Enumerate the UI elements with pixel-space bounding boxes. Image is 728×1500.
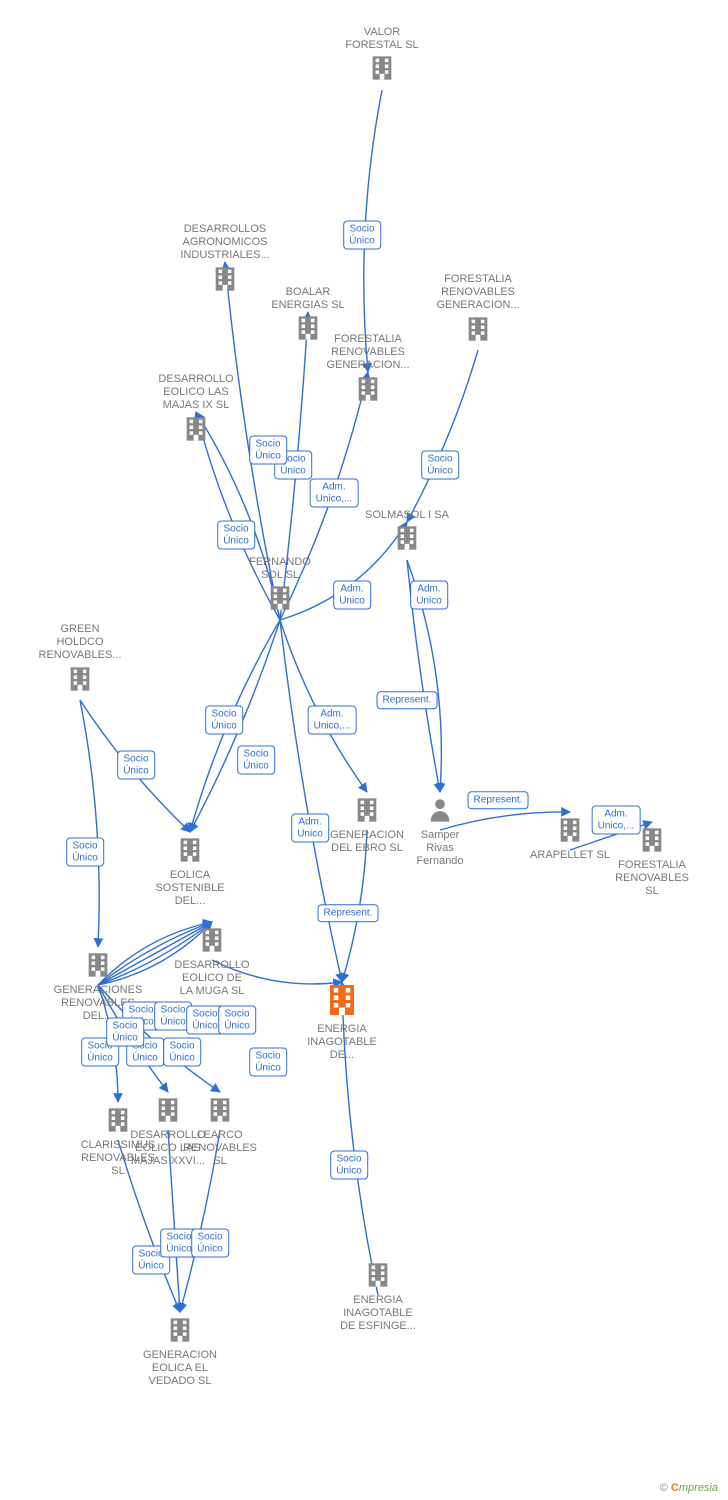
edge: [407, 350, 478, 522]
edge-label: SocioÚnico: [330, 1151, 368, 1180]
edge: [212, 960, 342, 984]
edge: [280, 620, 342, 982]
edge-label: Adm.Unico: [410, 581, 448, 610]
edge: [440, 812, 570, 830]
edge-label: SocioÚnico: [249, 436, 287, 465]
edge: [80, 700, 99, 947]
edge-label: SocioÚnico: [205, 706, 243, 735]
edge-label: SocioÚnico: [191, 1229, 229, 1258]
edge-label: Adm.Unico,...: [592, 806, 641, 835]
edge-label: SocioÚnico: [218, 1006, 256, 1035]
edge-label: Adm.Unico: [291, 814, 329, 843]
edge-label: Represent.: [468, 791, 529, 809]
edge: [168, 1130, 180, 1312]
copyright: © Cmpresia: [660, 1482, 718, 1494]
edge-label: SocioÚnico: [117, 751, 155, 780]
edge-label: SocioÚnico: [237, 746, 275, 775]
edge-label: SocioÚnico: [421, 451, 459, 480]
edge-label: SocioÚnico: [163, 1038, 201, 1067]
edge-label: Adm.Unico: [333, 581, 371, 610]
edge: [98, 922, 212, 985]
edge-label: Adm.Unico,...: [310, 479, 359, 508]
edge-label: Represent.: [377, 691, 438, 709]
edge: [342, 982, 378, 1295]
edge-label: SocioÚnico: [217, 521, 255, 550]
edge-label: SocioÚnico: [249, 1048, 287, 1077]
edge-label: SocioÚnico: [66, 838, 104, 867]
edge: [180, 1130, 220, 1312]
edge-label: SocioÚnico: [343, 221, 381, 250]
edge-label: Adm.Unico,...: [308, 706, 357, 735]
edge-label: SocioÚnico: [106, 1018, 144, 1047]
edge-label: Represent.: [318, 904, 379, 922]
